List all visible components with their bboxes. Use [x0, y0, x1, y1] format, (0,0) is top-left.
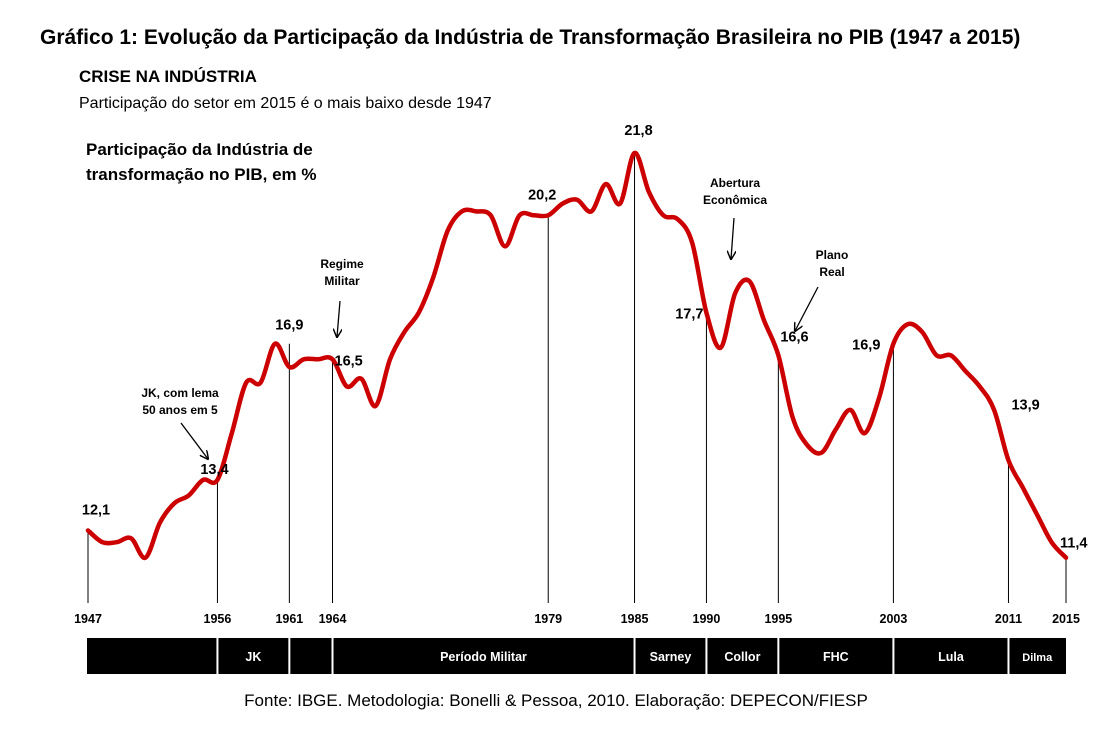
annotation-1-line-1: Militar — [324, 274, 360, 288]
period-label-4: Sarney — [650, 650, 692, 664]
source-note: Fonte: IBGE. Metodologia: Bonelli & Pess… — [244, 691, 868, 710]
x-tick-1990: 1990 — [693, 612, 721, 626]
period-segment-5 — [707, 638, 778, 674]
period-label-1: JK — [245, 650, 261, 664]
series-group — [85, 150, 1069, 560]
x-tick-1985: 1985 — [621, 612, 649, 626]
annotation-3-line-0: Plano — [816, 248, 849, 262]
point-label-1990: 17,7 — [675, 307, 703, 323]
x-tick-1995: 1995 — [764, 612, 792, 626]
annotation-arrow-3 — [795, 286, 819, 331]
point-label-2011: 13,9 — [1011, 397, 1039, 413]
point-labels: 12,1 13,4 16,9 16,5 20,2 21,8 17,7 16,6 16,9 13,9… — [82, 123, 1088, 552]
annotation-arrow-2 — [731, 217, 734, 259]
x-tick-2015: 2015 — [1052, 612, 1080, 626]
point-label-1956: 13,4 — [200, 462, 228, 478]
annotation-3-line-1: Real — [819, 265, 844, 279]
chart-subhead: CRISE NA INDÚSTRIA — [79, 67, 257, 86]
x-tick-1961: 1961 — [275, 612, 303, 626]
point-label-2003: 16,9 — [852, 338, 880, 354]
annotation-arrow-1 — [337, 300, 340, 337]
annotation-1-line-0: Regime — [320, 257, 364, 271]
period-label-7: Lula — [938, 650, 965, 664]
plot-title-line1: Participação da Indústria de — [86, 140, 313, 159]
x-tick-1964: 1964 — [319, 612, 347, 626]
point-label-1961: 16,9 — [275, 318, 303, 334]
period-segment-7 — [894, 638, 1008, 674]
period-segment-3 — [333, 638, 634, 674]
point-label-1964: 16,5 — [335, 353, 363, 369]
point-label-2015: 11,4 — [1060, 536, 1087, 552]
chart-title: Gráfico 1: Evolução da Participação da I… — [40, 26, 1020, 49]
period-label-5: Collor — [724, 650, 760, 664]
period-segment-8 — [1009, 638, 1066, 674]
x-tick-2003: 2003 — [880, 612, 908, 626]
period-segment-0 — [87, 638, 217, 674]
annotation-0-line-1: 50 anos em 5 — [142, 403, 218, 417]
period-band: JK Período Militar Sarney Collor FHC Lula Dilm… — [87, 638, 1066, 674]
annotation-arrow-0 — [180, 422, 208, 459]
point-label-1995: 16,6 — [780, 329, 808, 345]
x-tick-1979: 1979 — [534, 612, 562, 626]
x-tick-1947: 1947 — [74, 612, 102, 626]
period-segment-1 — [218, 638, 289, 674]
period-segment-4 — [635, 638, 706, 674]
x-tick-2011: 2011 — [995, 612, 1022, 626]
annotations: JK, com lema 50 anos em 5 Regime Militar Abe… — [141, 176, 848, 459]
x-tick-1956: 1956 — [204, 612, 232, 626]
point-label-1947: 12,1 — [82, 503, 110, 519]
period-label-3: Período Militar — [440, 650, 527, 664]
series-line — [85, 150, 1069, 560]
point-label-1985: 21,8 — [624, 123, 652, 139]
plot-title-line2: transformação no PIB, em % — [86, 165, 317, 184]
point-label-1979: 20,2 — [528, 187, 556, 203]
period-segment-6 — [779, 638, 893, 674]
chart-subtitle: Participação do setor em 2015 é o mais b… — [79, 95, 492, 112]
annotation-0-line-0: JK, com lema — [141, 386, 219, 400]
period-label-6: FHC — [823, 650, 849, 664]
annotation-2-line-1: Econômica — [703, 193, 767, 207]
period-label-8: Dilma — [1022, 652, 1053, 664]
annotation-2-line-0: Abertura — [710, 176, 760, 190]
period-segment-2 — [290, 638, 332, 674]
x-axis-ticks: 1947 1956 1961 1964 1979 1985 1990 1995 2003 2011… — [74, 612, 1080, 626]
drop-lines — [87, 153, 1067, 603]
